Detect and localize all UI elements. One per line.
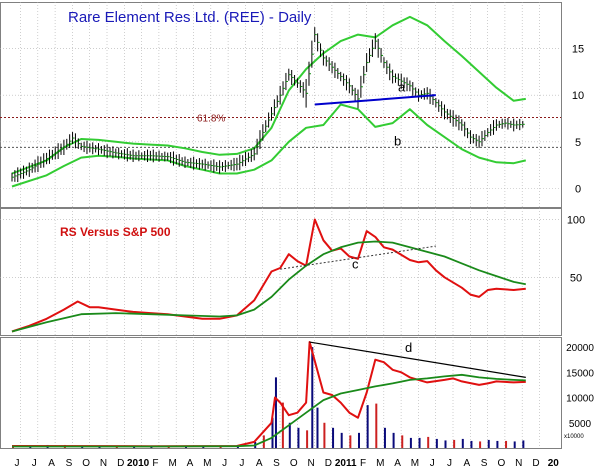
volume-bar — [340, 432, 343, 448]
volume-bar — [219, 446, 222, 448]
volume-series-volume-ma-green — [12, 373, 526, 448]
volume-bar — [496, 440, 499, 448]
volume-bar — [332, 427, 335, 448]
volume-bar — [323, 422, 326, 448]
x-axis-month-label: N — [515, 458, 522, 469]
x-axis-month-label: O — [82, 458, 90, 469]
volume-bar — [505, 440, 508, 448]
chart-marks — [0, 15, 561, 448]
x-axis-month-label: J — [239, 458, 244, 469]
x-axis-month-label: A — [394, 458, 401, 469]
volume-bar — [202, 446, 205, 448]
volume-series-volume-ma-red — [11, 341, 526, 448]
rs-y-tick: 100 — [567, 215, 585, 227]
trendline-c-label: c — [352, 257, 359, 272]
volume-bar — [470, 440, 473, 448]
volume-bar — [316, 407, 319, 448]
price-y-tick: 10 — [572, 90, 584, 102]
volume-y-tick: 20000 — [566, 343, 594, 354]
rs-y-tick: 50 — [570, 272, 582, 284]
volume-bar — [271, 417, 274, 448]
volume-bar — [461, 438, 464, 448]
volume-bar — [349, 435, 352, 448]
volume-bar — [288, 422, 291, 448]
x-axis-month-label: S — [66, 458, 73, 469]
x-axis-month-label: M — [376, 458, 384, 469]
trendline-d-label: d — [405, 340, 412, 355]
volume-bar — [401, 435, 404, 448]
x-axis-month-label: M — [203, 458, 211, 469]
x-axis-month-label: D — [532, 458, 539, 469]
fib-61-8-label: 61.8% — [197, 114, 225, 125]
x-axis-month-label: A — [187, 458, 194, 469]
x-axis-month-label: A — [256, 458, 263, 469]
x-axis-month-label: 20 — [548, 458, 560, 469]
x-axis-month-label: N — [100, 458, 107, 469]
volume-bar — [409, 437, 412, 448]
x-axis-month-label: D — [325, 458, 332, 469]
x-axis-month-label: J — [15, 458, 20, 469]
rs-chart-title: RS Versus S&P 500 — [60, 225, 171, 239]
volume-y-tick: 10000 — [566, 394, 594, 405]
volume-y-tick: 5000 — [569, 419, 592, 430]
volume-y-tick: 15000 — [566, 368, 594, 379]
volume-bar — [453, 439, 456, 448]
x-axis-month-label: J — [32, 458, 37, 469]
volume-bar — [435, 438, 438, 448]
volume-bar — [418, 437, 421, 448]
panel-gridlines — [0, 2, 561, 448]
volume-bar — [522, 440, 525, 448]
volume-bar — [358, 432, 360, 448]
chart-labels: 0 5 10 15 61.8% b a Rare Element Res Ltd. (REE)… — [15, 9, 595, 469]
volume-unit-label: x10000 — [564, 434, 584, 440]
x-axis-month-label: O — [498, 458, 506, 469]
volume-bar — [392, 432, 395, 448]
volume-bar — [427, 436, 430, 448]
x-axis-month-label: J — [447, 458, 452, 469]
volume-bar — [375, 403, 378, 448]
volume-bar — [311, 347, 314, 448]
volume-bar — [383, 427, 386, 448]
x-axis-month-label: A — [463, 458, 470, 469]
rs-series-rs-average — [11, 240, 526, 333]
panel-frames — [0, 2, 562, 449]
volume-bar — [274, 377, 277, 448]
trendline-a-label: a — [398, 79, 406, 94]
x-axis-month-label: J — [430, 458, 435, 469]
price-y-tick: 15 — [572, 44, 584, 56]
panel-frame-rs — [0, 208, 562, 336]
price-y-tick: 0 — [575, 183, 581, 195]
x-axis-month-label: 2011 — [335, 458, 357, 469]
panel-frame-volume — [0, 337, 562, 449]
x-axis-month-label: F — [360, 458, 366, 469]
volume-bar — [297, 427, 300, 448]
volume-bar — [479, 441, 482, 448]
trendline-a — [314, 94, 436, 106]
volume-bar — [281, 402, 284, 448]
x-axis-month-label: S — [273, 458, 280, 469]
x-axis-month-label: D — [117, 458, 124, 469]
x-axis-month-label: F — [152, 458, 158, 469]
volume-bar — [366, 405, 369, 448]
price-chart-title: Rare Element Res Ltd. (REE) - Daily — [68, 9, 312, 26]
x-axis-month-label: M — [411, 458, 419, 469]
trendline-d — [309, 341, 526, 378]
rs-series-rs — [11, 218, 526, 333]
volume-bar — [444, 440, 447, 448]
volume-bar — [487, 439, 490, 448]
x-axis-month-label: A — [48, 458, 55, 469]
support-b-label: b — [394, 133, 401, 148]
bollinger-upper-band — [11, 15, 526, 175]
price-y-tick: 5 — [575, 137, 581, 149]
x-axis-month-label: S — [481, 458, 488, 469]
x-axis-month-label: 2010 — [127, 458, 150, 469]
volume-bar — [306, 430, 309, 448]
x-axis-month-label: J — [222, 458, 227, 469]
panel-frame-price — [0, 2, 562, 208]
x-axis-month-label: M — [169, 458, 177, 469]
volume-bar — [513, 441, 516, 448]
x-axis-month-label: N — [307, 458, 314, 469]
x-axis-month-label: O — [290, 458, 298, 469]
